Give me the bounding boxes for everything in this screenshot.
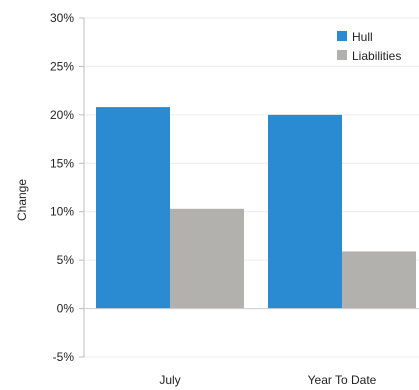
y-tick-label: -5%	[53, 350, 75, 364]
x-category-label: Year To Date	[308, 373, 377, 387]
bars	[96, 107, 416, 309]
y-axis-title: Change	[15, 179, 29, 221]
bar-liabilities-july	[170, 208, 244, 309]
legend-label-liabilities: Liabilities	[352, 49, 401, 63]
axes	[83, 18, 419, 357]
legend-swatch-hull	[337, 31, 347, 41]
bar-hull-year-to-date	[268, 114, 342, 309]
legend: Hull Liabilities	[337, 30, 401, 63]
legend-swatch-liabilities	[337, 50, 347, 60]
bar-liabilities-year-to-date	[342, 251, 416, 309]
bar-hull-july	[96, 107, 170, 309]
y-tick-label: 20%	[50, 108, 74, 122]
y-tick-label: 25%	[50, 59, 74, 73]
y-tick-label: 30%	[50, 11, 74, 25]
y-tick-label: 10%	[50, 205, 74, 219]
y-tick-label: 5%	[57, 253, 75, 267]
y-tick-label: 15%	[50, 156, 74, 170]
x-category-label: July	[159, 373, 180, 387]
y-tick-labels: 30% 25% 20% 15% 10% 5% 0% -5%	[50, 11, 74, 364]
legend-label-hull: Hull	[352, 30, 373, 44]
x-category-labels: July Year To Date	[159, 373, 376, 387]
y-tick-label: 0%	[57, 302, 75, 316]
